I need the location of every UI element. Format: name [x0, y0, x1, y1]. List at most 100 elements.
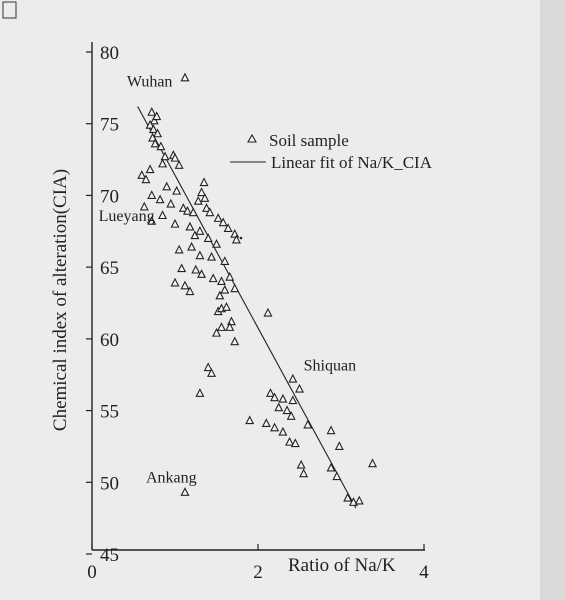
data-point	[180, 72, 190, 82]
data-point	[225, 322, 235, 331]
data-point	[326, 425, 336, 435]
data-point	[147, 216, 157, 225]
data-point	[296, 459, 306, 469]
data-point	[195, 226, 205, 235]
data-point	[211, 327, 222, 337]
data-point	[174, 244, 184, 254]
data-point	[205, 207, 215, 217]
data-point	[207, 251, 217, 261]
data-point	[294, 383, 305, 393]
data-point	[211, 238, 222, 248]
page-corner-mark	[2, 1, 17, 19]
data-point	[230, 336, 240, 346]
y-tick-label: 70	[100, 186, 119, 207]
data-point	[200, 193, 210, 202]
data-point	[288, 395, 298, 405]
legend: Soil sample Linear fit of Na/K_CIA	[230, 131, 433, 172]
data-point	[158, 158, 168, 168]
data-point	[158, 210, 168, 220]
legend-marker-icon	[247, 133, 257, 143]
legend-line-label: Linear fit of Na/K_CIA	[271, 153, 433, 172]
data-point	[216, 276, 226, 286]
data-point	[218, 217, 228, 227]
data-point	[150, 138, 160, 148]
data-point	[170, 277, 180, 287]
data-point	[174, 160, 184, 169]
data-point	[195, 250, 205, 260]
x-tick-label: 0	[87, 562, 97, 583]
linear-fit-line	[137, 106, 357, 509]
data-point	[160, 151, 170, 161]
data-point	[148, 132, 158, 142]
data-point	[270, 392, 280, 402]
data-point	[166, 198, 176, 208]
data-point	[162, 181, 172, 191]
data-point	[326, 462, 336, 472]
soil-sample-points	[137, 72, 378, 506]
data-point	[278, 426, 288, 436]
data-point	[170, 152, 180, 162]
data-point	[207, 368, 217, 377]
data-point	[185, 221, 195, 231]
data-point	[285, 436, 295, 446]
data-point	[368, 458, 378, 468]
data-point	[290, 438, 300, 448]
data-point	[180, 280, 190, 290]
stray-dot	[239, 236, 243, 240]
data-point	[191, 264, 201, 274]
data-point	[170, 218, 180, 228]
y-tick-label: 60	[100, 330, 119, 351]
data-point	[202, 203, 212, 212]
data-point	[334, 441, 344, 450]
site-label-wuhan: Wuhan	[127, 73, 173, 90]
data-point	[282, 405, 292, 415]
data-point	[199, 177, 209, 187]
data-point	[216, 322, 226, 331]
data-point	[145, 119, 155, 129]
data-point	[185, 286, 195, 296]
data-point	[187, 241, 197, 251]
legend-marker-label: Soil sample	[269, 131, 349, 150]
site-label-shiquan: Shiquan	[304, 357, 356, 374]
data-point	[221, 302, 231, 311]
data-point	[286, 411, 296, 420]
data-point	[178, 203, 188, 212]
data-point	[299, 468, 309, 478]
data-point	[188, 207, 198, 217]
data-point	[148, 124, 158, 134]
site-labels: Wuhan Lueyang Shiquan Ankang	[99, 73, 356, 486]
data-point	[215, 290, 225, 300]
data-point	[172, 185, 182, 195]
data-point	[208, 273, 218, 283]
data-point	[265, 388, 275, 397]
data-point	[223, 223, 233, 232]
data-point	[278, 393, 288, 403]
data-point	[149, 115, 159, 125]
data-point	[197, 187, 207, 197]
y-tick-label: 65	[100, 258, 119, 279]
data-point	[147, 190, 157, 199]
data-point	[147, 107, 157, 116]
data-point	[152, 111, 162, 121]
data-point	[261, 418, 271, 428]
y-tick-label: 55	[100, 402, 119, 423]
data-point	[153, 128, 163, 138]
data-point	[156, 141, 166, 151]
data-point	[197, 269, 207, 278]
data-point	[182, 206, 192, 215]
x-ticks: 0 2 4	[87, 544, 429, 583]
data-point	[220, 284, 230, 294]
y-axis-label: Chemical index of alteration(CIA)	[50, 169, 71, 431]
site-label-ankang: Ankang	[146, 469, 197, 486]
y-ticks: 45 50 55 60 65 70 75 80	[86, 43, 119, 566]
data-point	[245, 415, 255, 425]
x-axis-label: Ratio of Na/K	[288, 555, 396, 576]
data-point	[288, 373, 298, 383]
data-point	[193, 195, 203, 205]
page-shadow	[540, 0, 565, 600]
data-point	[213, 213, 223, 222]
data-point	[354, 495, 364, 505]
data-point	[303, 419, 313, 429]
